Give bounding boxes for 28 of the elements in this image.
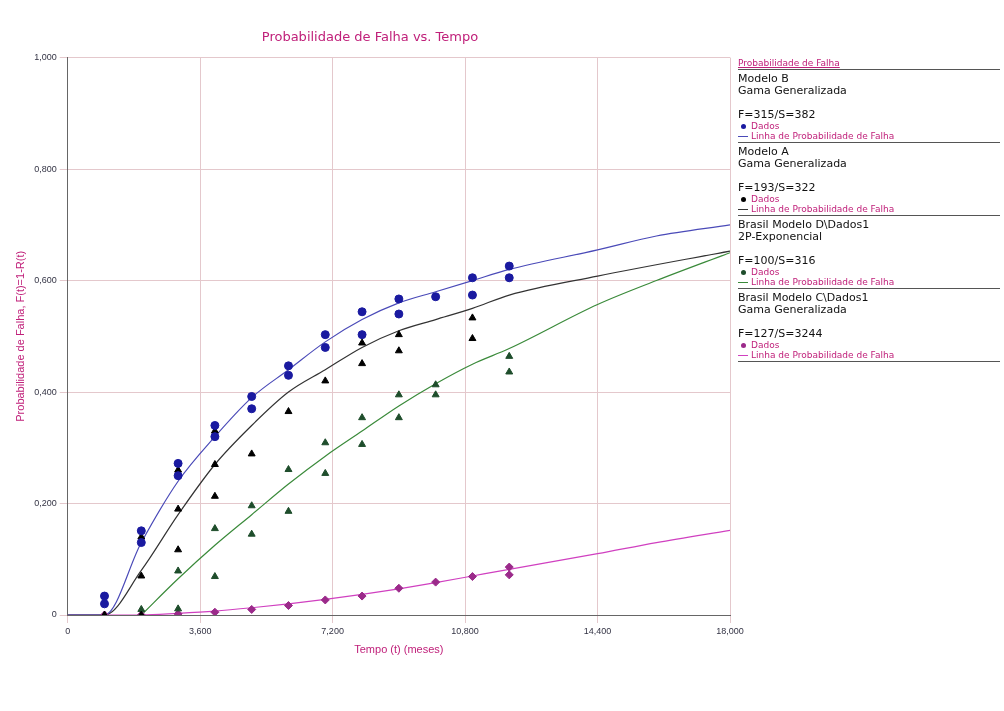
- x-tick-label: 18,000: [716, 625, 744, 636]
- legend-label: Linha de Probabilidade de Falha: [751, 350, 895, 360]
- y-tick-label: 0,200: [34, 498, 57, 508]
- x-tick-label: 10,800: [451, 625, 479, 636]
- y-tick-label: 0,800: [34, 163, 57, 174]
- x-tick-label: 7,200: [321, 625, 344, 636]
- legend-label: Linha de Probabilidade de Falha: [751, 277, 895, 287]
- text: Modelo A Gama Generalizada F=193/S=322: [738, 145, 848, 194]
- legend-label: Linha de Probabilidade de Falha: [751, 131, 895, 141]
- y-tick-label: 1,000: [34, 52, 57, 63]
- x-tick-label: 3,600: [188, 625, 212, 636]
- text: Brasil Modelo C\Dados1 Gama Generalizada F=127/S=3244: [738, 291, 870, 340]
- legend-label: Dados: [751, 194, 780, 204]
- x-axis-title: Tempo (t) (meses): [354, 643, 444, 656]
- chart-title: Probabilidade de Falha vs. Tempo: [261, 29, 479, 45]
- text: Modelo B Gama Generalizada F=315/S=382: [738, 72, 848, 121]
- legend-title: Probabilidade de Falha: [738, 58, 1000, 70]
- legend-label: Dados: [751, 340, 780, 350]
- text: Brasil Modelo D\Dados1 2P-Exponencial F=100/S=316: [738, 218, 871, 267]
- x-tick-label: 0: [65, 625, 71, 636]
- y-axis-title: Probabilidade de Falha, F(t)=1-R(t): [13, 250, 26, 422]
- y-tick-label: 0: [51, 609, 57, 620]
- x-tick-label: 14,400: [583, 625, 612, 636]
- legend-label: Linha de Probabilidade de Falha: [751, 204, 895, 214]
- y-tick-label: 0,400: [34, 386, 57, 397]
- legend-label: Dados: [751, 267, 780, 277]
- legend-label: Dados: [751, 121, 780, 131]
- y-tick-label: 0,600: [34, 275, 57, 286]
